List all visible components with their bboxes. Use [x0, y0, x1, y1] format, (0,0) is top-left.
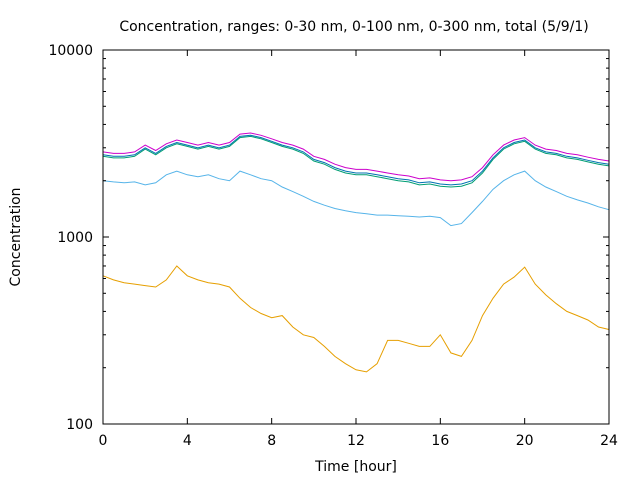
x-tick-label: 20	[516, 433, 534, 449]
series-line-1	[102, 265, 610, 373]
y-tick-label: 10000	[48, 43, 93, 59]
series-line-5	[102, 132, 610, 182]
x-tick-label: 12	[347, 433, 365, 449]
x-tick-label: 0	[99, 433, 108, 449]
x-tick-label: 4	[183, 433, 192, 449]
y-axis: 100 1000 10000	[48, 43, 609, 433]
x-tick-label: 24	[600, 433, 618, 449]
plot-marks	[102, 132, 610, 373]
x-axis-label: Time [hour]	[314, 459, 397, 475]
series-line-4	[102, 134, 610, 186]
y-tick-label: 1000	[57, 230, 93, 246]
plot-frame	[102, 49, 610, 425]
y-tick-label: 100	[66, 417, 93, 433]
chart-title: Concentration, ranges: 0-30 nm, 0-100 nm…	[119, 19, 588, 35]
series-line-2	[102, 170, 610, 227]
x-axis: 0 4 8 12 16 20 24	[99, 50, 618, 449]
x-tick-label: 8	[267, 433, 276, 449]
series-line-3	[102, 135, 610, 188]
y-axis-label: Concentration	[8, 187, 24, 286]
x-tick-label: 16	[431, 433, 449, 449]
